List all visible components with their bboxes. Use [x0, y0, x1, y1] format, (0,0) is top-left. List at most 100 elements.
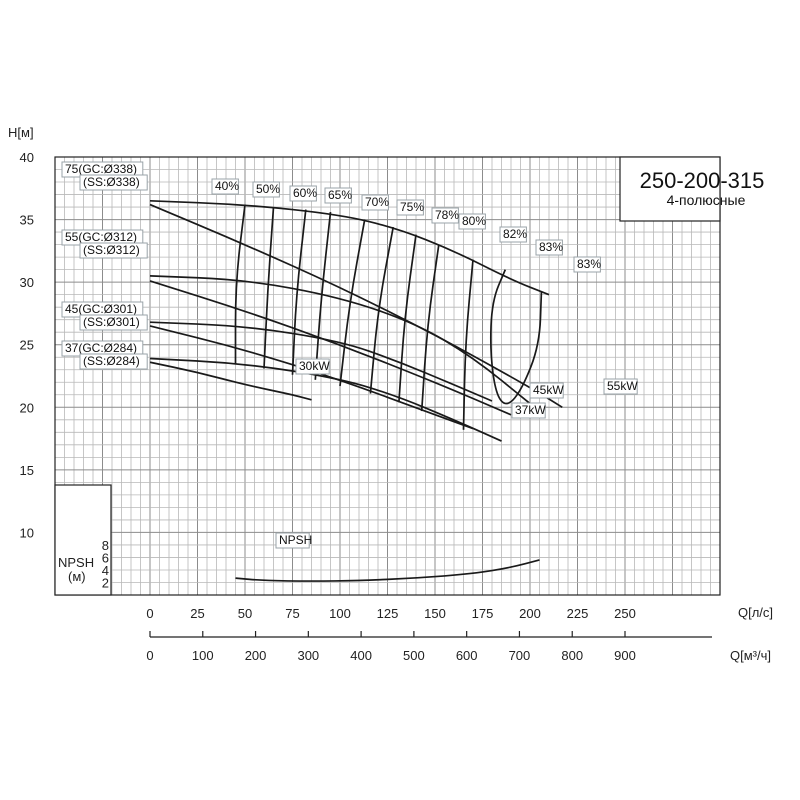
efficiency-label: 65%: [324, 187, 352, 204]
x2-tick-label: 300: [297, 648, 319, 663]
x-tick-label: 175: [472, 606, 494, 621]
power-label: 37kW: [511, 402, 546, 419]
power-line: [149, 203, 563, 409]
impeller-label: 37(GC:Ø284): [61, 340, 144, 357]
efficiency-label-text: 78%: [435, 208, 459, 222]
efficiency-label: 80%: [458, 213, 486, 230]
y-axis-label: H[м]: [8, 125, 34, 140]
x2-tick-label: 800: [561, 648, 583, 663]
chart-subtitle: 4-полюсные: [667, 192, 746, 208]
efficiency-label-box: [573, 256, 601, 273]
x2-tick-label: 900: [614, 648, 636, 663]
power-label-box: [603, 378, 638, 395]
efficiency-label-text: 83%: [577, 257, 601, 271]
efficiency-line: [398, 234, 417, 403]
efficiency-label: 70%: [361, 194, 389, 211]
npsh-tick-label: 2: [102, 575, 109, 590]
chart-title: 250-200-315: [640, 168, 765, 193]
x2-tick-label: 100: [192, 648, 214, 663]
power-line: [149, 361, 312, 401]
npsh-axis-label: NPSH: [58, 555, 94, 570]
power-label-box: [295, 358, 330, 375]
efficiency-line: [369, 226, 395, 394]
efficiency-label-text: 40%: [215, 179, 239, 193]
x-tick-label: 125: [377, 606, 399, 621]
efficiency-label-text: 65%: [328, 188, 352, 202]
efficiency-line: [314, 211, 332, 380]
x2-tick-label: 0: [146, 648, 153, 663]
npsh-tick-label: 4: [102, 563, 109, 578]
title-box: 250-200-315 4-полюсные: [619, 156, 765, 222]
x2-tick-label: 400: [350, 648, 372, 663]
efficiency-label-text: 75%: [400, 200, 424, 214]
y-tick-label: 35: [20, 213, 34, 228]
efficiency-label-box: [252, 181, 280, 198]
power-label: 45kW: [529, 382, 564, 399]
npsh-tick-label: 6: [102, 550, 109, 565]
efficiency-line: [420, 244, 440, 412]
impeller-label-ss: (SS:Ø284): [79, 353, 148, 370]
power-label: 55kW: [603, 378, 638, 395]
efficiency-label-text: 83%: [539, 240, 563, 254]
labels-layer: 75(GC:Ø338)(SS:Ø338) 55(GC:Ø312)(SS:Ø312)…: [61, 161, 638, 549]
power-line: [149, 280, 512, 416]
efficiency-label-box: [499, 226, 527, 243]
x2-tick-label: 500: [403, 648, 425, 663]
power-label-text: 45kW: [533, 383, 564, 397]
impeller-label-ss-text: (SS:Ø312): [83, 243, 140, 257]
efficiency-label: 83%: [573, 256, 601, 273]
efficiency-line: [234, 204, 246, 364]
impeller-label-ss-box: [79, 314, 148, 331]
y-tick-label: 40: [20, 150, 34, 165]
y-tick-label: 30: [20, 275, 34, 290]
x2-tick-label: 200: [245, 648, 267, 663]
power-label-box: [529, 382, 564, 399]
impeller-label-ss-text: (SS:Ø338): [83, 175, 140, 189]
x-tick-label: 50: [238, 606, 252, 621]
x-tick-label: 250: [614, 606, 636, 621]
npsh-curve-label: NPSH: [275, 532, 312, 549]
y-tick-label: 20: [20, 400, 34, 415]
x-tick-label: 225: [567, 606, 589, 621]
x-tick-label: 100: [329, 606, 351, 621]
npsh-curve: [235, 559, 540, 582]
efficiency-label: 83%: [535, 239, 563, 256]
y-tick-label: 15: [20, 463, 34, 478]
impeller-curve: [149, 357, 502, 442]
efficiency-label-box: [289, 185, 317, 202]
impeller-label-ss: (SS:Ø338): [79, 174, 148, 191]
x2-axis-label: Q[м³/ч]: [730, 648, 771, 663]
efficiency-label: 50%: [252, 181, 280, 198]
efficiency-label: 78%: [431, 207, 459, 224]
impeller-curve: [149, 321, 493, 402]
x-tick-label: 75: [285, 606, 299, 621]
efficiency-label-text: 60%: [293, 186, 317, 200]
y-tick-label: 10: [20, 525, 34, 540]
x2-tick-label: 700: [509, 648, 531, 663]
power-label-text: 55kW: [607, 379, 638, 393]
impeller-curve: [149, 275, 531, 405]
power-label-text: 30kW: [299, 359, 330, 373]
impeller-label: 45(GC:Ø301): [61, 301, 144, 318]
impeller-label-text: 37(GC:Ø284): [65, 341, 137, 355]
npsh-curve-label-text: NPSH: [279, 533, 312, 547]
efficiency-label-box: [458, 213, 486, 230]
efficiency-label-text: 70%: [365, 195, 389, 209]
efficiency-line: [462, 259, 474, 430]
efficiency-label-text: 82%: [503, 227, 527, 241]
impeller-label-ss-text: (SS:Ø284): [83, 354, 140, 368]
efficiency-label-box: [396, 199, 424, 216]
efficiency-label-text: 80%: [462, 214, 486, 228]
efficiency-line: [339, 219, 366, 387]
efficiency-line: [263, 206, 275, 369]
x-tick-label: 0: [146, 606, 153, 621]
npsh-panel-frame: [54, 484, 112, 596]
power-label-text: 37kW: [515, 403, 546, 417]
x-tick-label: 25: [190, 606, 204, 621]
impeller-label-text: 55(GC:Ø312): [65, 230, 137, 244]
npsh-tick-label: 8: [102, 538, 109, 553]
impeller-label-ss-box: [79, 242, 148, 259]
impeller-label: 75(GC:Ø338): [61, 161, 144, 178]
power-label-box: [511, 402, 546, 419]
